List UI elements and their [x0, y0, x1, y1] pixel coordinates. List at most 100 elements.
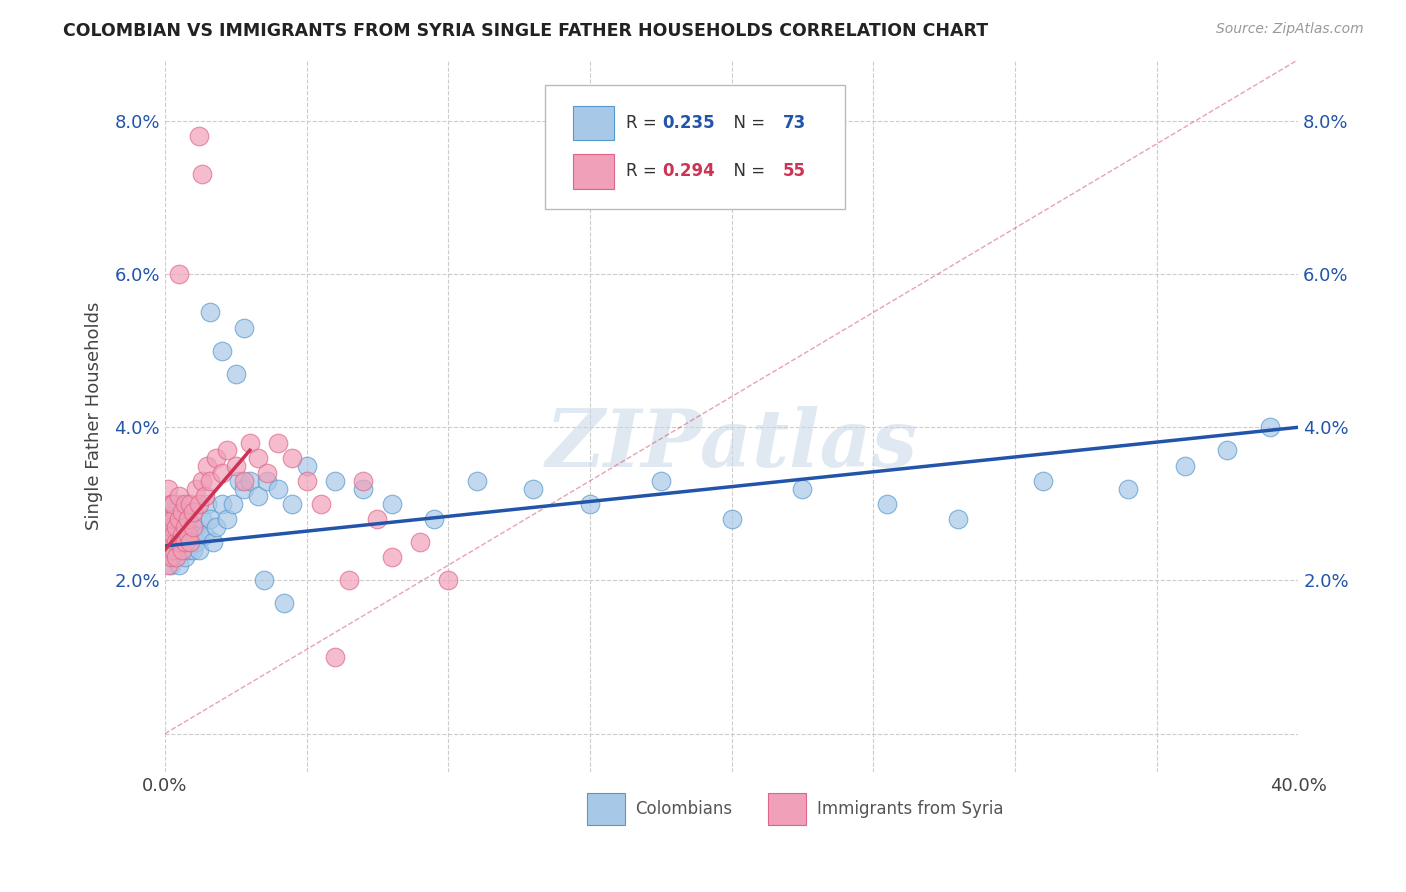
Point	[181, 542, 204, 557]
Point	[187, 129, 209, 144]
Point	[165, 520, 187, 534]
Point	[381, 497, 404, 511]
Point	[205, 520, 228, 534]
Point	[225, 367, 247, 381]
Point	[197, 497, 219, 511]
Point	[173, 520, 195, 534]
Point	[156, 535, 179, 549]
Point	[1258, 420, 1281, 434]
Point	[156, 558, 179, 573]
Point	[159, 550, 181, 565]
FancyBboxPatch shape	[586, 793, 626, 825]
Point	[170, 512, 193, 526]
Point	[167, 520, 190, 534]
Point	[179, 497, 201, 511]
Point	[167, 489, 190, 503]
Point	[173, 520, 195, 534]
Point	[170, 527, 193, 541]
Point	[253, 574, 276, 588]
Point	[187, 527, 209, 541]
Point	[256, 474, 278, 488]
Point	[579, 497, 602, 511]
Point	[1032, 474, 1054, 488]
Point	[159, 497, 181, 511]
Point	[337, 574, 360, 588]
Point	[162, 527, 184, 541]
Point	[239, 474, 262, 488]
Point	[167, 497, 190, 511]
Point	[184, 482, 207, 496]
Point	[193, 489, 215, 503]
Point	[948, 512, 970, 526]
Point	[352, 474, 374, 488]
Point	[193, 527, 215, 541]
Point	[1118, 482, 1140, 496]
Point	[167, 535, 190, 549]
Point	[205, 450, 228, 465]
FancyBboxPatch shape	[544, 85, 845, 210]
Point	[162, 497, 184, 511]
Point	[200, 305, 222, 319]
Point	[228, 474, 250, 488]
Point	[187, 497, 209, 511]
Point	[256, 467, 278, 481]
Point	[167, 512, 190, 526]
Point	[233, 320, 256, 334]
Point	[187, 542, 209, 557]
Point	[233, 482, 256, 496]
Point	[159, 535, 181, 549]
Point	[211, 343, 233, 358]
Text: Source: ZipAtlas.com: Source: ZipAtlas.com	[1216, 22, 1364, 37]
Point	[179, 535, 201, 549]
Point	[159, 527, 181, 541]
Point	[295, 474, 318, 488]
Point	[1174, 458, 1197, 473]
Point	[179, 535, 201, 549]
Point	[167, 558, 190, 573]
Text: Immigrants from Syria: Immigrants from Syria	[817, 800, 1002, 818]
Point	[720, 512, 742, 526]
Point	[170, 504, 193, 518]
Point	[281, 497, 304, 511]
Point	[309, 497, 332, 511]
Point	[217, 512, 239, 526]
Point	[323, 474, 346, 488]
Point	[156, 512, 179, 526]
Point	[167, 535, 190, 549]
Text: 73: 73	[783, 114, 806, 132]
Text: ZIPatlas: ZIPatlas	[546, 406, 918, 483]
Point	[792, 482, 814, 496]
Point	[184, 520, 207, 534]
Point	[176, 542, 198, 557]
Point	[176, 512, 198, 526]
Point	[352, 482, 374, 496]
Point	[181, 504, 204, 518]
Point	[159, 558, 181, 573]
Point	[190, 168, 212, 182]
Point	[159, 497, 181, 511]
Point	[247, 489, 270, 503]
Point	[165, 542, 187, 557]
Point	[650, 474, 672, 488]
Point	[465, 474, 488, 488]
Point	[190, 512, 212, 526]
Point	[176, 512, 198, 526]
Point	[437, 574, 460, 588]
Point	[267, 482, 290, 496]
Point	[179, 520, 201, 534]
Text: R =: R =	[626, 114, 662, 132]
Point	[366, 512, 388, 526]
Point	[173, 497, 195, 511]
Point	[165, 535, 187, 549]
Point	[165, 527, 187, 541]
Point	[162, 520, 184, 534]
Text: N =: N =	[723, 162, 770, 180]
Point	[200, 474, 222, 488]
Point	[267, 435, 290, 450]
Point	[239, 435, 262, 450]
Point	[170, 527, 193, 541]
Point	[233, 474, 256, 488]
Point	[211, 467, 233, 481]
Point	[165, 504, 187, 518]
Point	[159, 520, 181, 534]
